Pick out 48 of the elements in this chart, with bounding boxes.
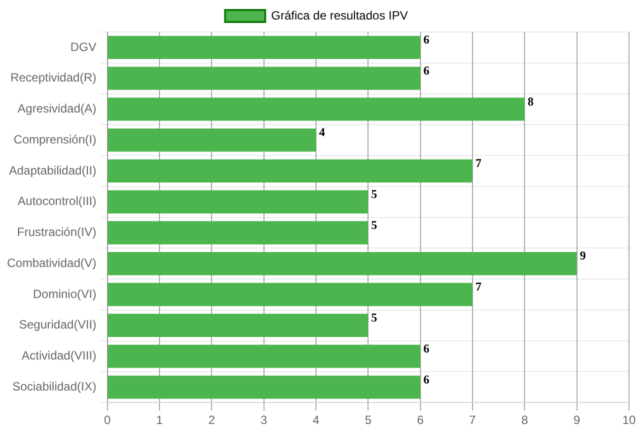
- x-tick-label: 1: [156, 413, 164, 428]
- x-tick-label: 10: [622, 413, 636, 428]
- y-tick-label: Receptividad(R): [10, 70, 96, 85]
- bar: [108, 36, 420, 60]
- x-tick-label: 8: [521, 413, 528, 428]
- y-tick-label: Actividad(VIII): [22, 348, 96, 363]
- y-tick-label: Autocontrol(III): [18, 194, 96, 208]
- bar: [108, 344, 420, 368]
- x-tick-label: 5: [364, 413, 372, 428]
- y-tick-label: Adaptabilidad(II): [8, 163, 96, 178]
- data-label: 5: [371, 218, 378, 232]
- data-label: 7: [476, 280, 482, 294]
- legend-label: Gráfica de resultados IPV: [271, 8, 408, 22]
- bar: [108, 190, 368, 214]
- bar: [108, 376, 420, 399]
- bar: [108, 221, 368, 244]
- y-tick-label: Sociabilidad(IX): [12, 379, 96, 394]
- bar: [108, 282, 473, 306]
- data-label: 5: [371, 310, 378, 324]
- x-tick-label: 2: [208, 413, 216, 428]
- bar: [108, 66, 420, 90]
- bar: [108, 252, 577, 276]
- bar: [108, 98, 525, 121]
- y-tick-label: Dominio(VI): [33, 286, 96, 301]
- y-tick-label: DGV: [70, 40, 96, 54]
- bar: [108, 159, 473, 183]
- y-tick-label: Agresividad(A): [18, 102, 96, 116]
- y-tick-label: Comprensión(I): [14, 132, 96, 146]
- bar: [108, 128, 316, 152]
- x-tick-label: 3: [260, 413, 268, 428]
- data-label: 6: [423, 63, 430, 78]
- x-tick-label: 7: [469, 413, 476, 428]
- data-label: 6: [423, 341, 430, 356]
- data-label: 6: [423, 32, 430, 47]
- data-label: 9: [580, 248, 586, 263]
- data-label: 5: [371, 186, 378, 201]
- x-tick-label: 4: [312, 413, 320, 428]
- x-tick-label: 0: [104, 413, 112, 428]
- data-label: 6: [423, 372, 430, 386]
- data-label: 7: [476, 156, 482, 170]
- y-tick-label: Combatividad(V): [6, 256, 96, 270]
- data-label: 8: [528, 94, 534, 108]
- x-tick-label: 9: [573, 413, 580, 428]
- data-label: 4: [319, 125, 326, 140]
- bar: [108, 314, 368, 337]
- y-tick-label: Seguridad(VII): [18, 318, 96, 332]
- x-tick-label: 6: [417, 413, 424, 428]
- y-tick-label: Frustración(IV): [17, 225, 96, 240]
